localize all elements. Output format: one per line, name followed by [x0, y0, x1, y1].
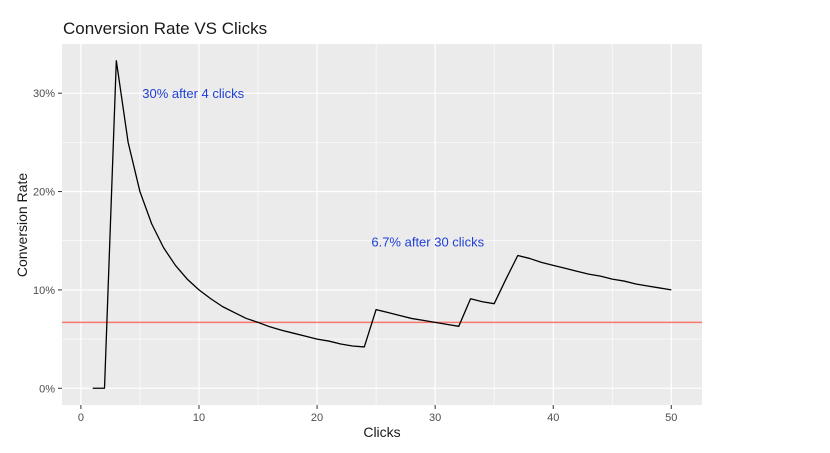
x-tick-label: 0 [78, 412, 84, 424]
y-axis: 0% 10% 20% 30% [33, 88, 62, 395]
y-tick-label: 30% [33, 88, 55, 100]
x-axis-title: Clicks [363, 424, 400, 440]
x-axis: 0 10 20 30 40 50 [78, 405, 677, 424]
y-axis-title: Conversion Rate [14, 173, 30, 277]
x-tick-label: 40 [547, 412, 559, 424]
series-line-0 [92, 60, 672, 389]
chart-title: Conversion Rate VS Clicks [63, 19, 267, 38]
y-tick-label: 20% [33, 187, 55, 199]
plot-panel [62, 44, 702, 405]
y-tick-label: 0% [39, 383, 55, 395]
annotation-label-1: 30% after 4 clicks [142, 86, 244, 101]
x-tick-label: 20 [311, 412, 323, 424]
grid-minor [62, 44, 702, 405]
annotation-label-2: 6.7% after 30 clicks [371, 235, 484, 250]
x-tick-label: 50 [665, 412, 677, 424]
grid-major [62, 44, 702, 405]
x-tick-label: 30 [429, 412, 441, 424]
series-group [92, 60, 672, 389]
y-tick-label: 10% [33, 285, 55, 297]
x-tick-label: 10 [193, 412, 205, 424]
annotations: 30% after 4 clicks 6.7% after 30 clicks [142, 86, 484, 250]
